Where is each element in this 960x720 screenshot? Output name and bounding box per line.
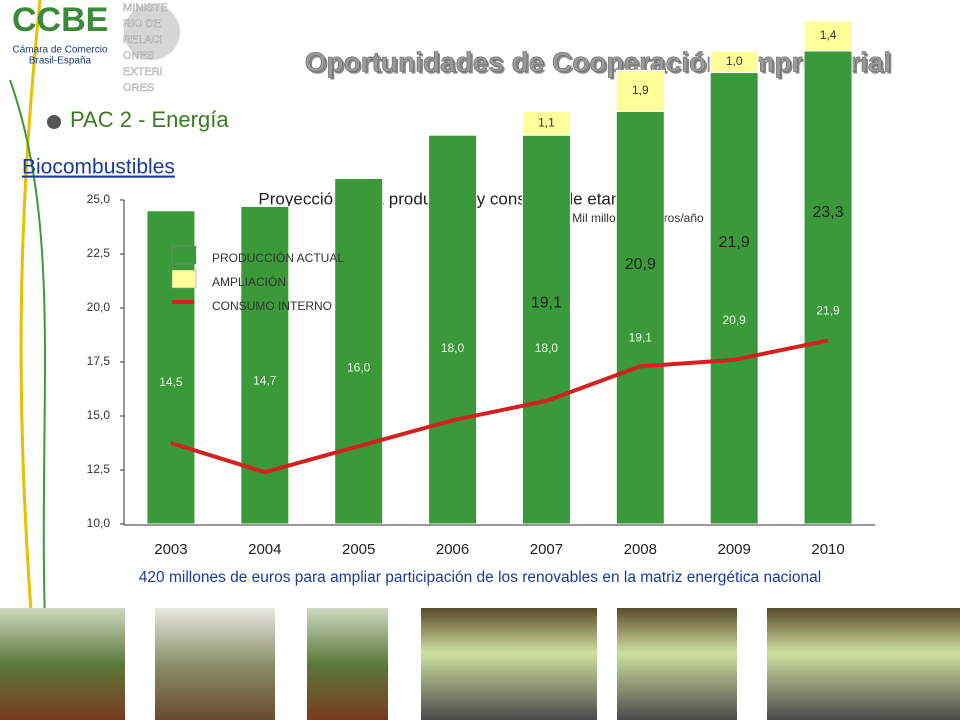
logo-text: Cámara de Comercio [12, 45, 107, 56]
ministry-emblem [124, 4, 180, 60]
x-tick-label: 2008 [624, 541, 657, 558]
ministry-text: ONES [123, 50, 154, 62]
bullet-dot [47, 115, 61, 129]
ministry-text: MINISTE [123, 2, 168, 14]
y-tick-label: 22,5 [87, 246, 111, 260]
total-label: 19,1 [531, 295, 562, 312]
x-tick-label: 2003 [154, 541, 187, 558]
x-tick-label: 2004 [248, 541, 281, 558]
x-tick-label: 2009 [718, 541, 751, 558]
ministry-text: EXTERI [123, 66, 163, 78]
header-title: Oportunidades de Cooperación Empresarial [305, 46, 892, 77]
ministry-text: ORES [123, 82, 154, 94]
bar-value-label: 1,9 [632, 83, 649, 97]
ministry-text: RELACI [123, 34, 163, 46]
bar-value-label: 1,0 [726, 54, 743, 68]
y-tick-label: 17,5 [87, 354, 111, 368]
bar-value-label: 14,7 [253, 373, 277, 387]
bullet-text: PAC 2 - Energía [70, 107, 229, 132]
logo-text: Brasil-España [29, 56, 92, 67]
legend-swatch [171, 245, 197, 265]
bar-segment [803, 50, 853, 525]
deco-curve [19, 0, 42, 720]
bar-value-label: 18,0 [535, 341, 559, 355]
x-tick-label: 2005 [342, 541, 375, 558]
photo [421, 608, 597, 720]
bar-value-label: 1,1 [538, 115, 555, 129]
bar-segment [615, 110, 665, 525]
footer-note: 420 millones de euros para ampliar parti… [139, 569, 821, 586]
consumption-line [170, 338, 829, 475]
bar-value-label: 18,0 [441, 341, 465, 355]
legend-label: AMPLIACIÓN [212, 274, 286, 289]
x-tick-label: 2006 [436, 541, 469, 558]
bar-segment [521, 110, 571, 136]
x-tick-label: 2007 [530, 541, 563, 558]
photo [767, 608, 960, 720]
legend-label: PRODUCCIÓN ACTUAL [212, 250, 344, 265]
photo [155, 608, 275, 720]
bar-segment [334, 177, 384, 525]
bar-segment [428, 134, 478, 525]
photo [307, 608, 388, 720]
total-label: 23,3 [812, 204, 843, 221]
legend-label: CONSUMO INTERNO [212, 299, 332, 313]
bar-segment [709, 72, 759, 525]
y-tick-label: 25,0 [87, 192, 111, 206]
bar-value-label: 21,9 [816, 303, 840, 317]
y-tick-label: 10,0 [87, 516, 111, 530]
total-label: 21,9 [719, 234, 750, 251]
y-tick-label: 15,0 [87, 408, 111, 422]
bar-value-label: 16,0 [347, 361, 371, 375]
x-tick-label: 2010 [811, 541, 844, 558]
bar-value-label: 14,5 [159, 375, 183, 389]
logo-mark: CCBE [12, 1, 108, 39]
bar-value-label: 19,1 [629, 331, 653, 345]
bar-segment [709, 50, 759, 74]
photo [0, 608, 125, 720]
bar-segment [803, 20, 853, 52]
ministry-text: RIO DE [123, 18, 161, 30]
legend-swatch [171, 269, 197, 289]
bar-value-label: 1,4 [820, 28, 837, 42]
y-tick-label: 20,0 [87, 300, 111, 314]
photo [617, 608, 737, 720]
header-title-shadow: Oportunidades de Cooperación Empresarial [307, 48, 894, 79]
bar-value-label: 20,9 [723, 313, 747, 327]
bar-segment [521, 134, 571, 525]
total-label: 20,9 [625, 256, 656, 273]
bar-segment [615, 69, 665, 112]
y-tick-label: 12,5 [87, 462, 111, 476]
section-link[interactable]: Biocombustibles [22, 156, 175, 179]
